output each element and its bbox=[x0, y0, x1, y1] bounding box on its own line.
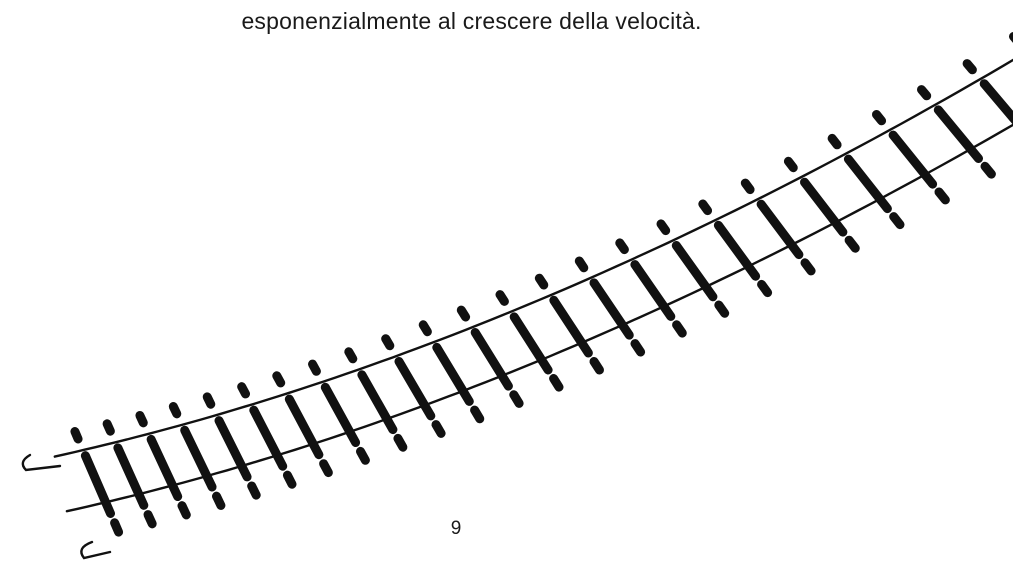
tie-end-upper bbox=[344, 347, 358, 364]
body-text-line: esponenzialmente al crescere della veloc… bbox=[241, 8, 702, 34]
tie-end-lower bbox=[282, 470, 297, 489]
tie-end-lower bbox=[143, 510, 157, 529]
tie-end-upper bbox=[237, 382, 250, 399]
railroad-tie bbox=[432, 342, 474, 406]
tie-end-lower bbox=[800, 258, 816, 276]
tie-end-upper bbox=[381, 334, 395, 351]
tie-end-lower bbox=[319, 459, 333, 478]
tie-end-lower bbox=[980, 161, 996, 179]
railroad-tie bbox=[394, 357, 436, 421]
upper-rail bbox=[53, 58, 1013, 458]
tie-end-upper bbox=[917, 85, 932, 101]
tie-end-lower bbox=[470, 405, 485, 424]
railroad-tie bbox=[933, 105, 983, 163]
railroad-tie bbox=[979, 79, 1013, 125]
tie-end-upper bbox=[615, 238, 629, 255]
railroad-tie bbox=[470, 328, 513, 391]
tie-end-lower bbox=[630, 339, 646, 357]
railroad-ties bbox=[70, 32, 1013, 537]
tie-end-upper bbox=[456, 305, 471, 322]
railroad-tie bbox=[180, 425, 217, 492]
railroad-tie bbox=[284, 394, 324, 460]
railroad-tie bbox=[113, 443, 149, 510]
tie-end-upper bbox=[534, 273, 549, 290]
tie-end-upper bbox=[272, 371, 286, 388]
tie-end-upper bbox=[872, 110, 887, 126]
tie-end-upper bbox=[495, 290, 509, 306]
tie-end-upper bbox=[418, 320, 432, 337]
upper-rail-end bbox=[21, 453, 62, 472]
tie-end-lower bbox=[110, 518, 124, 537]
tie-end-upper bbox=[202, 392, 216, 409]
page-number: 9 bbox=[450, 518, 462, 539]
tie-end-lower bbox=[589, 357, 604, 375]
tie-end-upper bbox=[102, 419, 115, 436]
lower-rail-end bbox=[80, 540, 112, 560]
railroad-tie bbox=[713, 220, 761, 281]
tie-end-lower bbox=[757, 279, 773, 298]
railroad-tie bbox=[249, 405, 288, 471]
tie-end-upper bbox=[698, 199, 713, 216]
railroad-tie bbox=[843, 154, 892, 214]
tie-end-lower bbox=[212, 491, 226, 510]
tie-end-lower bbox=[431, 420, 446, 438]
tie-end-upper bbox=[70, 427, 83, 444]
tie-end-upper bbox=[783, 156, 798, 173]
tie-end-upper bbox=[827, 133, 842, 150]
railroad-tie bbox=[146, 434, 183, 501]
tie-end-lower bbox=[393, 433, 408, 452]
tie-end-upper bbox=[135, 411, 148, 428]
tie-end-upper bbox=[574, 256, 589, 273]
tie-end-lower bbox=[509, 390, 524, 408]
tie-end-lower bbox=[844, 235, 860, 253]
tie-end-lower bbox=[356, 446, 370, 465]
railroad-tie bbox=[888, 130, 938, 189]
railroad-tie bbox=[320, 382, 361, 447]
tie-end-lower bbox=[247, 481, 261, 500]
railroad-tie bbox=[509, 312, 553, 375]
railroad-tie bbox=[800, 177, 848, 237]
railroad-tie bbox=[671, 241, 718, 302]
tie-end-lower bbox=[177, 501, 191, 520]
tie-end-upper bbox=[962, 59, 977, 75]
railroad-tie bbox=[549, 295, 593, 358]
tie-end-upper bbox=[740, 178, 755, 195]
tie-end-lower bbox=[934, 187, 950, 205]
railroad-tie bbox=[756, 199, 804, 260]
railroad-tie bbox=[80, 451, 115, 518]
tie-end-upper bbox=[656, 219, 671, 236]
tie-end-upper bbox=[308, 359, 321, 376]
tie-end-lower bbox=[889, 212, 905, 230]
railroad-tie bbox=[214, 416, 252, 482]
tie-end-lower bbox=[672, 320, 687, 338]
railroad-tie bbox=[630, 260, 676, 321]
tie-end-upper bbox=[168, 402, 182, 419]
railroad-tie bbox=[357, 370, 398, 435]
railroad-tie bbox=[589, 278, 634, 340]
tie-end-lower bbox=[549, 374, 564, 392]
tie-end-lower bbox=[714, 300, 730, 318]
